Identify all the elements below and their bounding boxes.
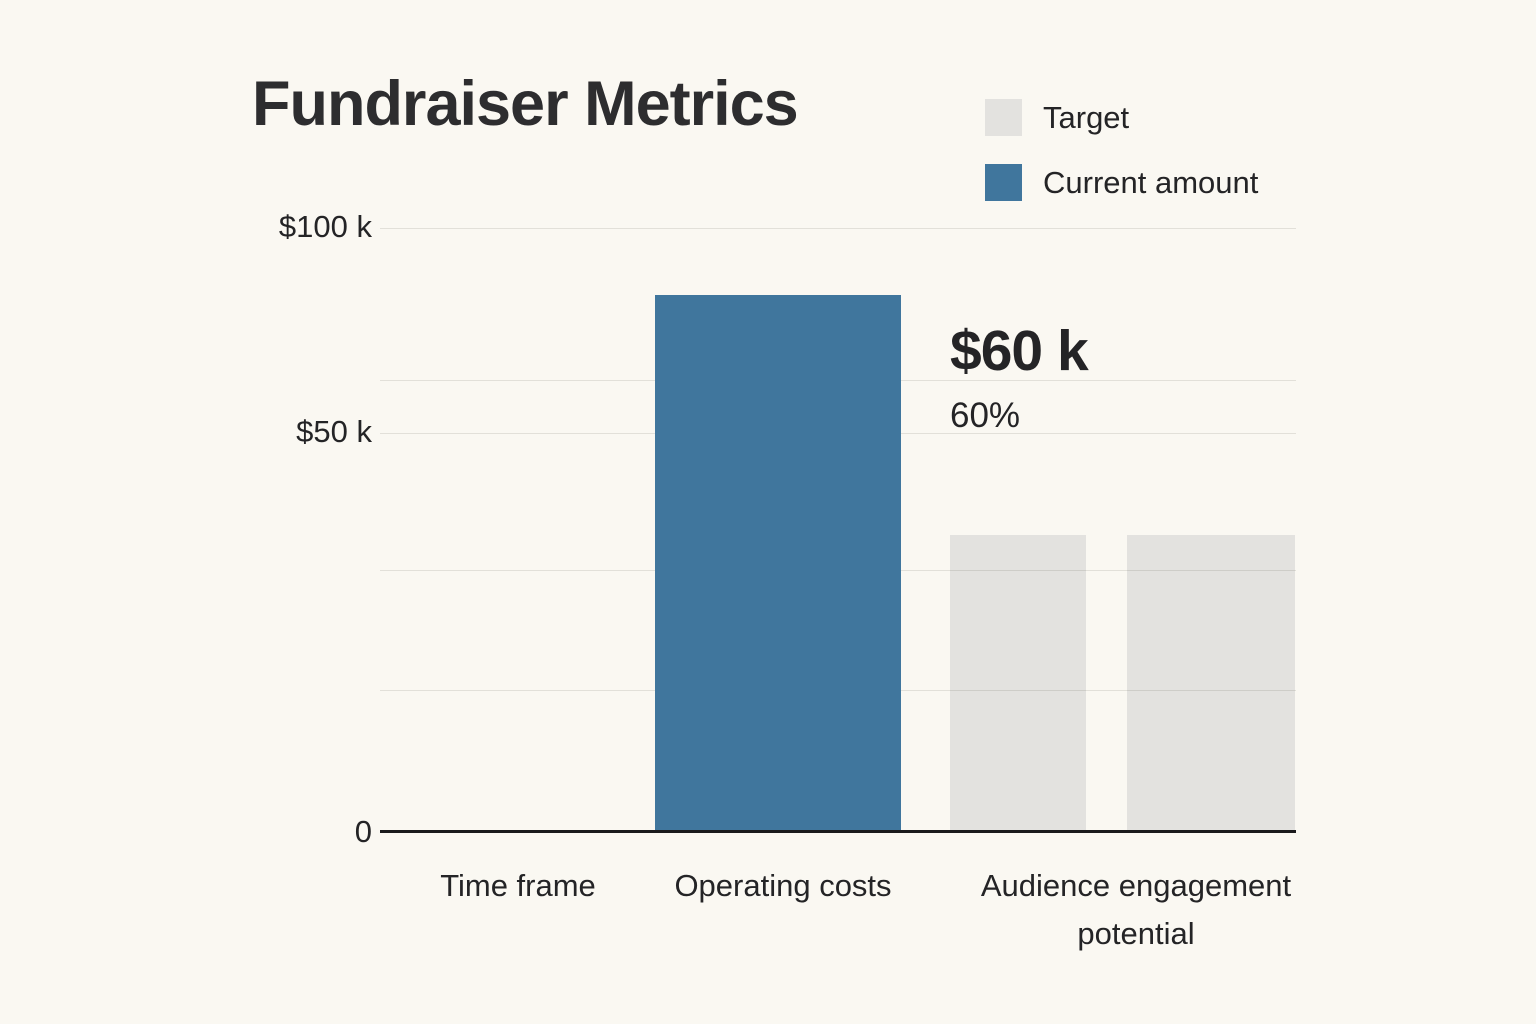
bar-target-audience-engagement-1 [950,535,1086,830]
legend-item-target: Target [985,99,1258,136]
current-amount-color-swatch [985,164,1022,201]
bar-target-audience-engagement-2 [1127,535,1295,830]
target-color-swatch [985,99,1022,136]
bar-current-amount-operating-costs [655,295,901,830]
y-axis-tick-50k: $50 k [296,414,372,449]
x-label-time-frame: Time frame [440,868,596,903]
x-label-operating-costs: Operating costs [674,868,892,903]
x-label-audience-engagement-potential: Audience engagement potential [980,868,1292,951]
plot-area [380,228,1296,833]
legend: Target Current amount [985,99,1258,229]
gridline-100k [380,228,1296,229]
callout-amount: $60 k [950,319,1089,383]
legend-label-current-amount: Current amount [1043,164,1259,200]
legend-item-current-amount: Current amount [985,164,1258,201]
legend-label-target: Target [1043,99,1130,135]
chart-title: Fundraiser Metrics [252,69,799,139]
y-axis-tick-0: 0 [354,814,372,849]
callout-percent: 60% [950,396,1021,435]
current-amount-callout: $60 k 60% [950,318,1089,436]
y-axis-tick-100k: $100 k [278,209,372,244]
